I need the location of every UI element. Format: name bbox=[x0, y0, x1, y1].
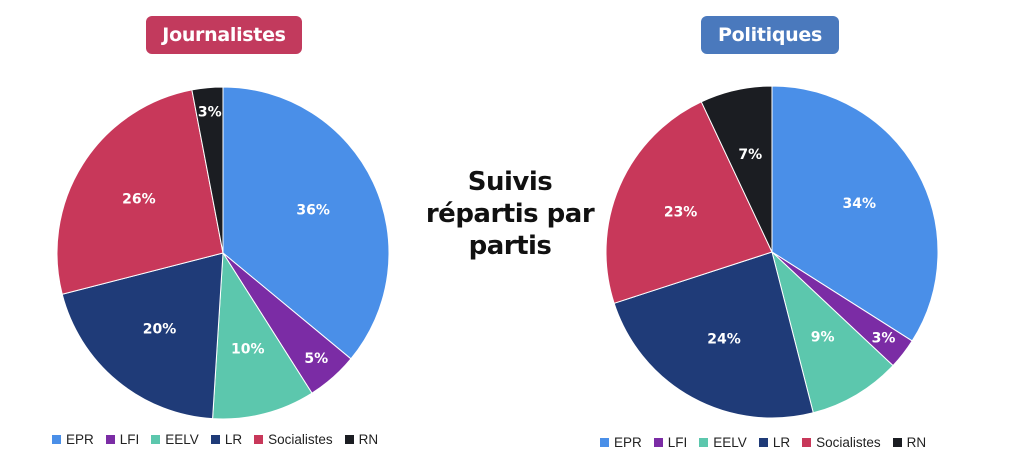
politiques-legend-item-epr: EPR bbox=[600, 435, 642, 450]
politiques-legend-swatch-lfi bbox=[653, 438, 663, 447]
journalistes-legend-swatch-eelv bbox=[151, 435, 161, 444]
journalistes-legend-item-epr: EPR bbox=[52, 432, 94, 447]
journalistes-label-eelv: 10% bbox=[231, 341, 265, 357]
politiques-slice-socialistes bbox=[605, 101, 773, 304]
politiques-label-socialistes: 23% bbox=[664, 204, 698, 220]
politiques-legend-item-lfi: LFI bbox=[653, 435, 688, 450]
journalistes-slice-rn bbox=[191, 86, 224, 254]
politiques-legend-swatch-epr bbox=[600, 438, 609, 447]
journalistes-label-epr: 36% bbox=[296, 203, 330, 219]
politiques-legend-label-lfi: LFI bbox=[667, 435, 688, 450]
politiques-legend-item-rn: RN bbox=[892, 435, 927, 450]
politiques-pie-chart: 34% 3% 9% 24% 23% 7% bbox=[605, 85, 939, 419]
journalistes-legend-item-rn: RN bbox=[344, 432, 379, 447]
politiques-legend-swatch-lr bbox=[758, 438, 768, 447]
journalistes-label-socialistes: 26% bbox=[122, 192, 156, 208]
politiques-slice-epr bbox=[771, 85, 939, 342]
politiques-label-rn: 7% bbox=[738, 147, 762, 163]
journalistes-legend-item-socialistes: Socialistes bbox=[254, 432, 333, 447]
journalistes-label-lr: 20% bbox=[143, 322, 177, 338]
politiques-label-epr: 34% bbox=[843, 196, 877, 212]
journalistes-legend-label-rn: RN bbox=[358, 432, 379, 447]
journalistes-legend-swatch-lr bbox=[210, 435, 220, 444]
journalistes-slice-lr bbox=[61, 252, 224, 420]
politiques-legend-swatch-socialistes bbox=[802, 438, 812, 447]
journalistes-legend-label-lr: LR bbox=[224, 432, 243, 447]
politiques-slice-rn bbox=[700, 85, 773, 253]
politiques-legend-swatch-rn bbox=[892, 438, 902, 447]
journalistes-slice-eelv bbox=[212, 251, 313, 420]
journalistes-legend-swatch-socialistes bbox=[254, 435, 264, 444]
journalistes-title-badge: Journalistes bbox=[146, 16, 302, 54]
journalistes-legend-swatch-epr bbox=[52, 435, 61, 444]
politiques-legend-item-eelv: EELV bbox=[699, 435, 747, 450]
politiques-legend-label-eelv: EELV bbox=[713, 435, 747, 450]
politiques-legend: EPR LFI EELV LR Socialistes RN bbox=[600, 435, 938, 450]
center-title: Suivis répartis par partis bbox=[415, 166, 605, 262]
journalistes-legend-swatch-lfi bbox=[105, 435, 115, 444]
politiques-label-eelv: 9% bbox=[811, 330, 835, 346]
politiques-label-lr: 24% bbox=[707, 331, 741, 347]
journalistes-slice-epr bbox=[222, 86, 390, 360]
journalistes-label-rn: 3% bbox=[198, 105, 222, 121]
journalistes-legend-item-lfi: LFI bbox=[105, 432, 140, 447]
politiques-legend-label-rn: RN bbox=[906, 435, 927, 450]
politiques-slice-lr bbox=[613, 251, 814, 419]
politiques-legend-label-socialistes: Socialistes bbox=[816, 435, 881, 450]
politiques-legend-item-lr: LR bbox=[758, 435, 791, 450]
politiques-title-badge: Politiques bbox=[701, 16, 839, 54]
politiques-legend-label-epr: EPR bbox=[614, 435, 642, 450]
journalistes-legend-item-eelv: EELV bbox=[151, 432, 199, 447]
politiques-slice-eelv bbox=[771, 250, 894, 414]
journalistes-legend-label-eelv: EELV bbox=[165, 432, 199, 447]
journalistes-legend: EPR LFI EELV LR Socialistes RN bbox=[52, 432, 390, 447]
journalistes-legend-label-socialistes: Socialistes bbox=[268, 432, 333, 447]
center-title-line-1: Suivis bbox=[467, 167, 553, 197]
politiques-legend-item-socialistes: Socialistes bbox=[802, 435, 881, 450]
journalistes-slice-socialistes bbox=[56, 89, 224, 295]
politiques-label-lfi: 3% bbox=[872, 330, 896, 346]
journalistes-legend-label-lfi: LFI bbox=[119, 432, 140, 447]
journalistes-legend-item-lr: LR bbox=[210, 432, 243, 447]
journalistes-pie-chart: 36% 5% 10% 20% 26% 3% bbox=[56, 86, 390, 420]
politiques-legend-label-lr: LR bbox=[772, 435, 791, 450]
journalistes-label-lfi: 5% bbox=[304, 351, 328, 367]
center-title-line-2: répartis par bbox=[425, 199, 595, 229]
center-title-line-3: partis bbox=[468, 231, 552, 261]
journalistes-legend-swatch-rn bbox=[344, 435, 354, 444]
journalistes-legend-label-epr: EPR bbox=[66, 432, 94, 447]
politiques-legend-swatch-eelv bbox=[699, 438, 709, 447]
